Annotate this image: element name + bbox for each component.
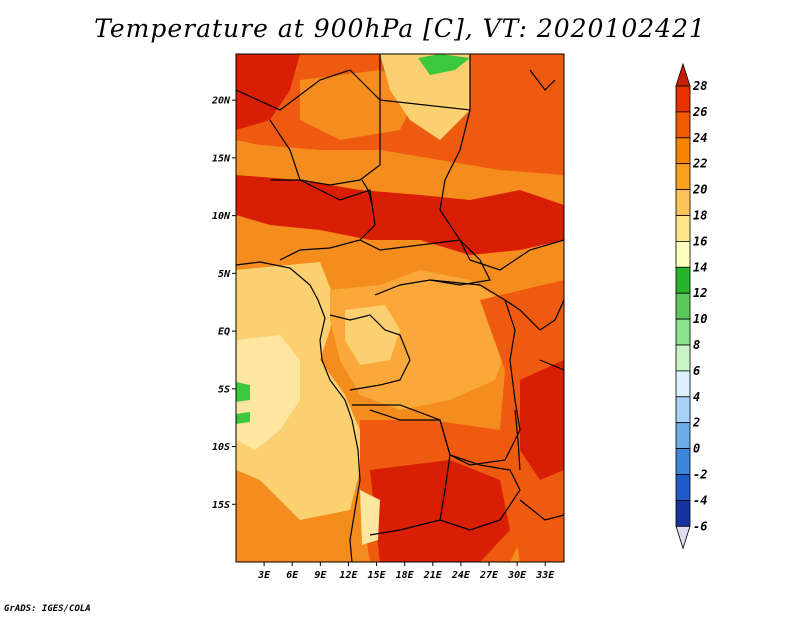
colorbar-segment <box>675 499 691 527</box>
colorbar-segment <box>675 111 691 139</box>
lake-tanganyika <box>514 409 521 471</box>
field-north-hot <box>236 54 300 130</box>
colorbar-segment <box>675 396 691 424</box>
colorbar-segment <box>675 292 691 320</box>
longitude-axis: 3E 6E 9E 12E 15E 18E 21E 24E 27E 30E 33E <box>257 562 555 581</box>
lat-tick-label: 10S <box>212 442 230 453</box>
colorbar-label: 0 <box>693 442 700 456</box>
colorbar-segment <box>675 240 691 268</box>
lon-tick-label: 27E <box>479 570 499 581</box>
field-ocean-palest <box>236 335 300 450</box>
colorbar-label: 16 <box>693 234 707 248</box>
field-green-west2 <box>236 412 250 424</box>
credit-text: GrADS: IGES/COLA <box>4 604 91 614</box>
colorbar-segment <box>675 448 691 475</box>
mozambique <box>519 499 564 521</box>
field-green-north <box>418 54 470 75</box>
colorbar-label: 26 <box>692 105 707 119</box>
colorbar-label: 4 <box>693 390 700 404</box>
field-south-pale <box>360 490 380 545</box>
colorbar-segment <box>675 85 691 113</box>
colorbar-segment <box>675 370 691 398</box>
colorbar-label: 28 <box>692 79 707 93</box>
colorbar-label: 12 <box>693 286 707 300</box>
colorbar-segment <box>675 215 691 242</box>
field-central-yellow <box>330 270 510 410</box>
libya-egypt-border <box>379 54 471 111</box>
field-south-hot <box>370 460 510 562</box>
colorbar-label: -6 <box>693 519 707 533</box>
colorbar-segment <box>675 344 691 372</box>
chad-lake <box>361 179 373 206</box>
lat-tick-label: 5S <box>218 384 230 395</box>
colorbar-segment <box>675 422 691 450</box>
lon-tick-label: 21E <box>423 570 443 581</box>
colorbar-label: 18 <box>693 209 707 223</box>
colorbar-label: -4 <box>693 493 707 507</box>
lat-tick-label: 20N <box>211 96 231 107</box>
west-africa-coast <box>236 261 361 562</box>
map-frame <box>235 53 565 563</box>
colorbar-segment <box>675 137 691 165</box>
colorbar-label: 22 <box>692 157 707 171</box>
field-sahel-hot <box>236 175 564 255</box>
lon-tick-label: 12E <box>339 570 358 581</box>
east-border <box>504 299 564 331</box>
colorbar-label: 2 <box>692 416 700 430</box>
colorbar-segment <box>675 189 691 216</box>
zambia-border <box>439 454 521 531</box>
field-east-hot <box>520 360 564 480</box>
field-north-yellow <box>380 54 470 140</box>
lat-tick-label: 5N <box>218 269 231 280</box>
colorbar-label: 8 <box>693 338 700 352</box>
field-central-pale <box>345 305 400 365</box>
angola-border <box>352 404 451 536</box>
lon-tick-label: 15E <box>368 570 387 581</box>
colorbar-segment <box>675 266 691 294</box>
colorbar-segment <box>675 474 691 501</box>
colorbar-segment <box>675 318 691 346</box>
lon-tick-label: 6E <box>286 570 299 581</box>
lon-tick-label: 33E <box>535 570 555 581</box>
lat-tick-label: 15S <box>212 500 230 511</box>
colorbar-label: 14 <box>693 260 707 274</box>
colorbar-label: -2 <box>693 468 707 482</box>
sudan-east <box>469 239 564 271</box>
chart-title: Temperature at 900hPa [C], VT: 202010242… <box>94 14 706 43</box>
colorbar-top-arrow <box>675 62 691 87</box>
latitude-axis: 20N 15N 10N 5N EQ 5S 10S 15S <box>211 96 236 511</box>
chad-sudan-border <box>439 109 471 261</box>
colorbar-segment <box>675 163 691 190</box>
red-sea-coast <box>529 69 556 91</box>
lon-tick-label: 3E <box>257 570 271 581</box>
lon-tick-label: 24E <box>451 570 471 581</box>
kenya-tanzania <box>539 359 564 371</box>
nigeria-border <box>270 179 376 261</box>
algeria-niger-border <box>236 69 381 111</box>
colorbar-label: 20 <box>692 183 707 197</box>
congo-border <box>329 314 411 391</box>
lon-tick-label: 30E <box>507 570 527 581</box>
colorbar-label: 24 <box>692 131 707 145</box>
car-border <box>359 239 491 296</box>
coastlines-borders <box>236 54 564 562</box>
colorbar-label: 6 <box>693 364 700 378</box>
field-green-west <box>236 382 250 402</box>
colorbar-bottom-arrow <box>675 525 691 550</box>
lat-tick-label: 10N <box>212 211 231 222</box>
lon-tick-label: 18E <box>396 570 415 581</box>
lon-tick-label: 9E <box>314 570 327 581</box>
map-area <box>236 54 564 562</box>
mali-niger-border <box>269 100 381 186</box>
lat-tick-label: 15N <box>212 153 231 164</box>
colorbar-label: 10 <box>693 312 707 326</box>
lat-tick-label: EQ <box>218 327 230 338</box>
